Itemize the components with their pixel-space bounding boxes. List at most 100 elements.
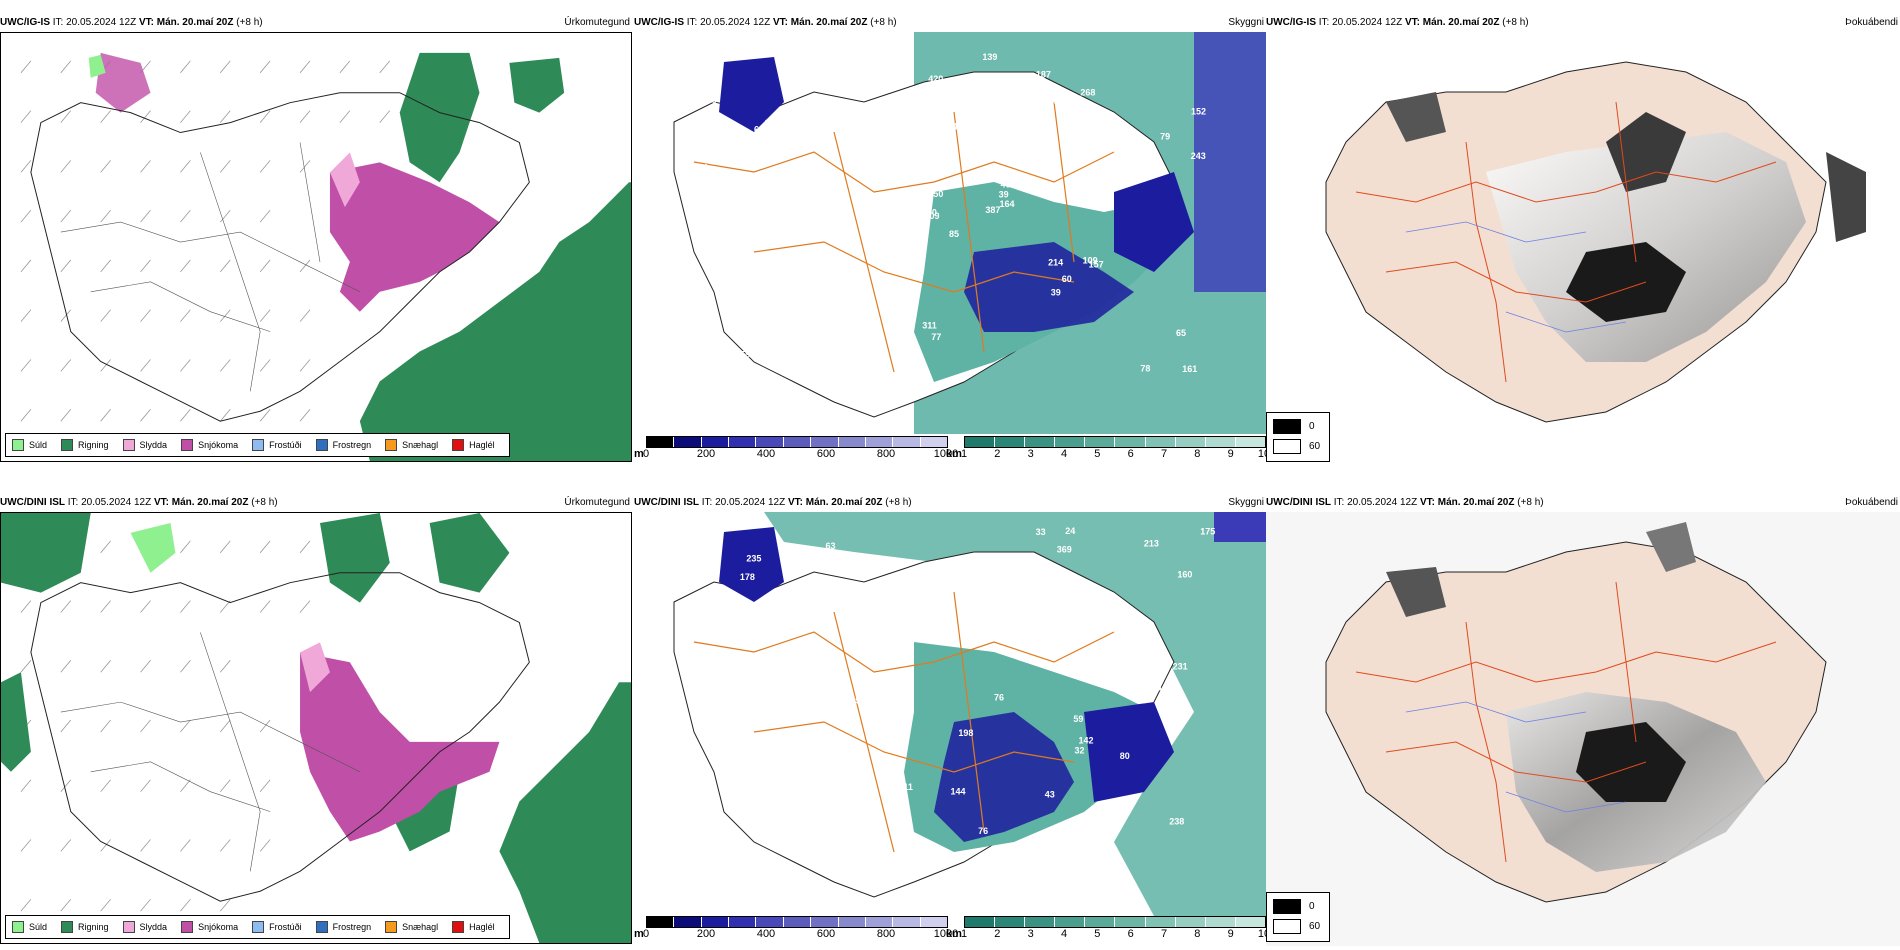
- visibility-value-label: 32: [1075, 745, 1085, 755]
- colorbar-segment: [920, 917, 947, 927]
- panel-type-label: Skyggni: [1228, 17, 1264, 28]
- visibility-value-label: 268: [1080, 88, 1095, 98]
- colorbar-segment: [1175, 917, 1206, 927]
- colorbar-segment: [838, 437, 866, 447]
- model-name: UWC/IG-IS: [0, 17, 50, 28]
- colorbar-tick-label: 600: [816, 448, 836, 460]
- legend-item-sudd: Súld: [12, 921, 47, 933]
- visibility-value-label: 58: [877, 160, 887, 170]
- visibility-value-label: 139: [982, 52, 997, 62]
- colorbar-segment: [647, 437, 675, 447]
- fog-panel-bottom: UWC/DINI ISL IT: 20.05.2024 12Z VT: Mán.…: [1266, 494, 1900, 946]
- colorbar-segment: [865, 437, 894, 447]
- model-name: UWC/DINI ISL: [0, 497, 65, 508]
- fog-legend-white-value: 60: [1309, 441, 1321, 452]
- colorbar-tick-label: 6: [1127, 928, 1134, 940]
- colorbar-segment: [1145, 917, 1176, 927]
- colorbar-tick-label: 4: [1060, 928, 1068, 940]
- colorbar-tick-label: 2: [994, 928, 1001, 940]
- visibility-value-label: 143: [818, 336, 833, 346]
- visibility-panel-top: UWC/IG-IS IT: 20.05.2024 12Z VT: Mán. 20…: [634, 14, 1266, 434]
- visibility-value-label: 63: [826, 541, 836, 551]
- visibility-value-label: 455: [939, 122, 954, 132]
- fog-legend-top: 0 60: [1266, 412, 1330, 462]
- visibility-value-label: 54: [698, 163, 708, 173]
- vt-value: Mán. 20.maí 20Z: [805, 497, 883, 508]
- model-name: UWC/DINI ISL: [634, 497, 699, 508]
- visibility-value-label: 159: [735, 350, 750, 360]
- legend-item-snjokoma: Snjókoma: [181, 439, 238, 451]
- colorbar-segment: [1205, 437, 1236, 447]
- legend-label: Slydda: [139, 440, 168, 450]
- precip-type-legend: Súld Rigning Slydda Snjókoma Frostúði Fr…: [5, 433, 510, 457]
- visibility-value-label: 78: [791, 683, 801, 693]
- visibility-value-label: 178: [740, 572, 755, 582]
- visibility-value-label: 572: [1043, 137, 1058, 147]
- visibility-value-label: 100: [759, 306, 774, 316]
- visibility-value-label: 152: [1191, 106, 1206, 116]
- colorbar-tick-label: 5: [1094, 928, 1101, 940]
- panel-title: UWC/IG-IS IT: 20.05.2024 12Z VT: Mán. 20…: [634, 14, 1266, 32]
- unit-meters: m: [634, 448, 644, 460]
- colorbar-tick-label: 9: [1227, 448, 1234, 460]
- legend-item-frostudi: Frostúði: [252, 921, 302, 933]
- legend-item-frostudi: Frostúði: [252, 439, 302, 451]
- visibility-value-label: 214: [1048, 258, 1063, 268]
- colorbar-segment: [674, 917, 702, 927]
- visibility-value-label: 311: [898, 782, 913, 792]
- panel-type-label: Úrkomutegund: [564, 17, 630, 28]
- it-label: IT:: [67, 497, 79, 508]
- vt-value: Mán. 20.maí 20Z: [1437, 497, 1515, 508]
- it-label: IT:: [1318, 17, 1330, 28]
- legend-item-frostregn: Frostregn: [315, 439, 372, 451]
- visibility-value-label: 153: [831, 122, 846, 132]
- model-name: UWC/IG-IS: [1266, 17, 1316, 28]
- fog-legend-black: 0: [1273, 899, 1315, 914]
- lead-time: (+8 h): [1502, 17, 1529, 28]
- visibility-map: 59 49 52 63 170 350 205 369 333 960 178 105 235 238 31…: [634, 512, 1266, 916]
- vt-label: VT:: [1419, 497, 1435, 508]
- visibility-value-label: 69: [769, 756, 779, 766]
- legend-label: Frostregn: [332, 440, 372, 450]
- unit-meters: m: [634, 928, 644, 940]
- visibility-value-label: 187: [1036, 69, 1051, 79]
- panel-title: UWC/IG-IS IT: 20.05.2024 12Z VT: Mán. 20…: [1266, 14, 1900, 32]
- colorbar-segment: [965, 437, 996, 447]
- visibility-value-label: 49: [1156, 700, 1166, 710]
- fog-panel-top: UWC/IG-IS IT: 20.05.2024 12Z VT: Mán. 20…: [1266, 14, 1900, 466]
- visibility-value-label: 205: [746, 768, 761, 778]
- lead-time: (+8 h): [251, 497, 278, 508]
- visibility-value-label: 76: [978, 826, 988, 836]
- colorbar-tick-label: 200: [696, 448, 716, 460]
- visibility-value-label: 68: [707, 95, 717, 105]
- visibility-value-label: 45: [817, 554, 827, 564]
- colorbar-km: [964, 436, 1266, 448]
- visibility-panel-bottom: UWC/DINI ISL IT: 20.05.2024 12Z VT: Mán.…: [634, 494, 1266, 916]
- colorbar-segment: [920, 437, 947, 447]
- it-value: 20.05.2024 12Z: [715, 497, 786, 508]
- colorbar-tick-label: 1000: [933, 448, 959, 460]
- colorbar-segment: [647, 917, 675, 927]
- fog-legend-black-value: 0: [1309, 901, 1315, 912]
- colorbar-tick-label: 4: [1060, 448, 1068, 460]
- colorbar-tick-label: 800: [876, 448, 896, 460]
- it-value: 20.05.2024 12Z: [1332, 17, 1403, 28]
- visibility-value-label: 166: [1008, 177, 1023, 187]
- fog-legend-black: 0: [1273, 419, 1315, 434]
- colorbar-segment: [1025, 917, 1056, 927]
- colorbar-meters: [646, 436, 948, 448]
- visibility-value-label: 118: [749, 696, 764, 706]
- colorbar-tick-label: 400: [756, 928, 776, 940]
- visibility-value-label: 109: [1083, 255, 1098, 265]
- precip-map: Súld Rigning Slydda Snjókoma Frostúði Fr…: [0, 32, 632, 462]
- legend-label: Súld: [29, 440, 48, 450]
- colorbar-segment: [995, 917, 1026, 927]
- colorbar-segment: [783, 437, 812, 447]
- visibility-value-label: 160: [1177, 570, 1192, 580]
- model-name: UWC/DINI ISL: [1266, 497, 1331, 508]
- lead-time: (+8 h): [885, 497, 912, 508]
- visibility-colorbar-bottom: m 0 200 400 600 800 1000 km 1 2 3 4 5 6 7 8 9 10: [634, 916, 1270, 942]
- visibility-value-label: 164: [1000, 199, 1015, 209]
- it-label: IT:: [52, 17, 64, 28]
- visibility-value-label: 80: [1120, 751, 1130, 761]
